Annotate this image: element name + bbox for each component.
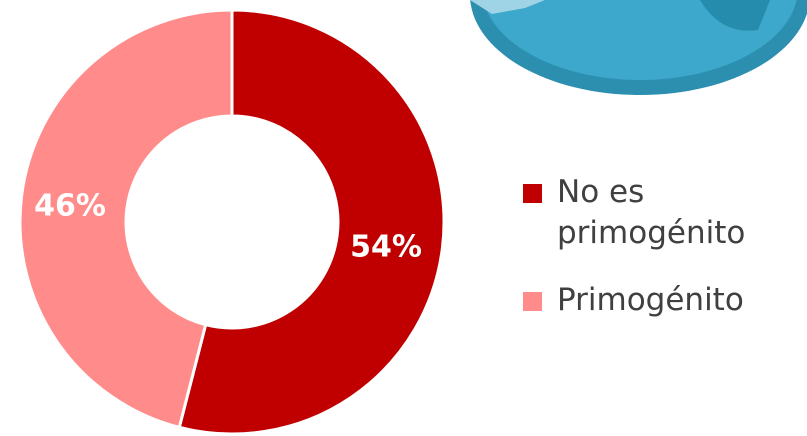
- legend-swatch: [523, 184, 542, 203]
- slice-value-label-1: 46%: [34, 189, 106, 224]
- legend-item-no-es-primogenito[interactable]: No es primogénito: [523, 172, 807, 254]
- chart-legend: No es primogénito Primogénito: [523, 172, 807, 321]
- legend-swatch: [523, 292, 542, 311]
- donut-slice-1[interactable]: [18, 8, 234, 430]
- legend-item-primogenito[interactable]: Primogénito: [523, 280, 807, 321]
- legend-label: Primogénito: [557, 282, 744, 318]
- donut-chart: 54% 46%: [18, 8, 446, 436]
- donut-slice-0[interactable]: [177, 8, 446, 436]
- legend-label: No es primogénito: [557, 174, 746, 251]
- slice-value-label-0: 54%: [350, 230, 422, 265]
- decorative-illustration: [470, 0, 807, 95]
